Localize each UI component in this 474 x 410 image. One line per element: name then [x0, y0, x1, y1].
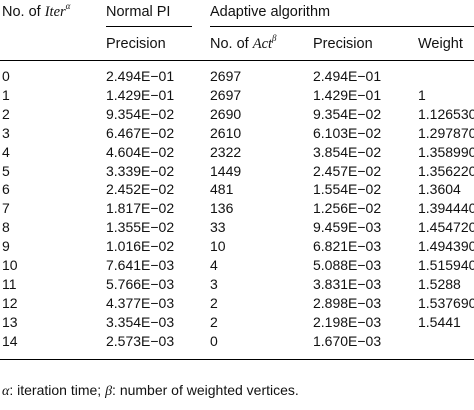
cell-iteration: 0 — [2, 68, 10, 84]
cell-activated-count: 136 — [210, 200, 234, 217]
header-activated-count: No. of Actβ — [210, 33, 277, 53]
table-footnote: α: iteration time; β: number of weighted… — [2, 382, 299, 399]
cell-precision-adaptive: 2.898E−03 — [313, 294, 382, 311]
cell-precision-adaptive: 2.494E−01 — [313, 68, 382, 84]
cell-activated-count: 2697 — [210, 68, 242, 84]
cell-precision-normal: 6.467E−02 — [106, 124, 175, 141]
cell-activated-count: 0 — [210, 332, 218, 349]
header-bottom-rule — [0, 60, 474, 61]
cell-iteration: 14 — [2, 332, 18, 349]
cell-iteration: 13 — [2, 313, 18, 330]
cell-precision-normal: 3.339E−02 — [106, 162, 175, 179]
cell-precision-normal: 7.641E−03 — [106, 257, 175, 273]
cell-activated-count: 2 — [210, 313, 218, 330]
cell-activated-count: 1449 — [210, 162, 242, 179]
cell-weight: 1.454720 — [418, 219, 474, 236]
adaptive-spanner-rule — [210, 26, 474, 27]
header-precision-normal: Precision — [106, 36, 166, 52]
cell-precision-adaptive: 5.088E−03 — [313, 257, 382, 273]
cell-precision-adaptive: 6.821E−03 — [313, 238, 382, 255]
cell-precision-normal: 2.494E−01 — [106, 68, 175, 84]
cell-activated-count: 481 — [210, 181, 234, 198]
cell-iteration: 5 — [2, 162, 10, 179]
cell-activated-count: 2690 — [210, 105, 242, 122]
cell-precision-adaptive: 1.256E−02 — [313, 200, 382, 217]
cell-weight: 1.515940 — [418, 257, 474, 273]
cell-weight: 1.5441 — [418, 313, 461, 330]
cell-weight: 1.297870 — [418, 124, 474, 141]
cell-precision-normal: 4.377E−03 — [106, 294, 175, 311]
table-bottom-rule — [0, 359, 474, 360]
header-weight: Weight — [418, 36, 463, 52]
cell-activated-count: 2697 — [210, 86, 242, 103]
cell-precision-adaptive: 3.854E−02 — [313, 143, 382, 160]
cell-activated-count: 2610 — [210, 124, 242, 141]
cell-iteration: 11 — [2, 275, 17, 292]
cell-activated-count: 3 — [210, 275, 218, 292]
cell-weight: 1.537690 — [418, 294, 474, 311]
cell-precision-normal: 1.016E−02 — [106, 238, 175, 255]
cell-precision-normal: 3.354E−03 — [106, 313, 175, 330]
header-adaptive-algorithm: Adaptive algorithm — [210, 4, 331, 20]
cell-iteration: 9 — [2, 238, 10, 255]
normal-pi-spanner-rule — [106, 26, 192, 27]
cell-precision-adaptive: 9.459E−03 — [313, 219, 382, 236]
cell-activated-count: 4 — [210, 257, 218, 273]
cell-precision-normal: 2.573E−03 — [106, 332, 175, 349]
cell-iteration: 7 — [2, 200, 10, 217]
cell-precision-adaptive: 2.198E−03 — [313, 313, 382, 330]
header-iteration-count: No. of Iterα — [2, 1, 71, 21]
cell-precision-adaptive: 1.670E−03 — [313, 332, 382, 349]
cell-precision-adaptive: 1.429E−01 — [313, 86, 382, 103]
cell-precision-normal: 9.354E−02 — [106, 105, 175, 122]
cell-iteration: 10 — [2, 257, 18, 273]
cell-iteration: 4 — [2, 143, 10, 160]
cell-iteration: 12 — [2, 294, 18, 311]
cell-weight: 1 — [418, 86, 426, 103]
cell-precision-adaptive: 6.103E−02 — [313, 124, 382, 141]
header-normal-pi: Normal PI — [106, 4, 171, 20]
cell-weight: 1.356220 — [418, 162, 474, 179]
cell-iteration: 2 — [2, 105, 10, 122]
header-precision-adaptive: Precision — [313, 36, 373, 52]
cell-iteration: 6 — [2, 181, 10, 198]
cell-precision-adaptive: 3.831E−03 — [313, 275, 382, 292]
cell-precision-normal: 1.429E−01 — [106, 86, 175, 103]
cell-weight: 1.494390 — [418, 238, 474, 255]
cell-iteration: 3 — [2, 124, 10, 141]
cell-iteration: 1 — [2, 86, 10, 103]
cell-weight: 1.5288 — [418, 275, 461, 292]
cell-precision-adaptive: 2.457E−02 — [313, 162, 382, 179]
cell-weight: 1.394440 — [418, 200, 474, 217]
cell-precision-adaptive: 1.554E−02 — [313, 181, 382, 198]
cell-activated-count: 2 — [210, 294, 218, 311]
cell-precision-normal: 1.817E−02 — [106, 200, 175, 217]
cell-activated-count: 33 — [210, 219, 226, 236]
cell-weight: 1.126530 — [418, 105, 474, 122]
cell-iteration: 8 — [2, 219, 10, 236]
cell-precision-normal: 1.355E−02 — [106, 219, 175, 236]
cell-weight: 1.358990 — [418, 143, 474, 160]
cell-activated-count: 2322 — [210, 143, 242, 160]
cell-precision-adaptive: 9.354E−02 — [313, 105, 382, 122]
cell-precision-normal: 2.452E−02 — [106, 181, 175, 198]
cell-precision-normal: 5.766E−03 — [106, 275, 175, 292]
cell-activated-count: 10 — [210, 238, 226, 255]
cell-weight: 1.3604 — [418, 181, 461, 198]
cell-precision-normal: 4.604E−02 — [106, 143, 175, 160]
